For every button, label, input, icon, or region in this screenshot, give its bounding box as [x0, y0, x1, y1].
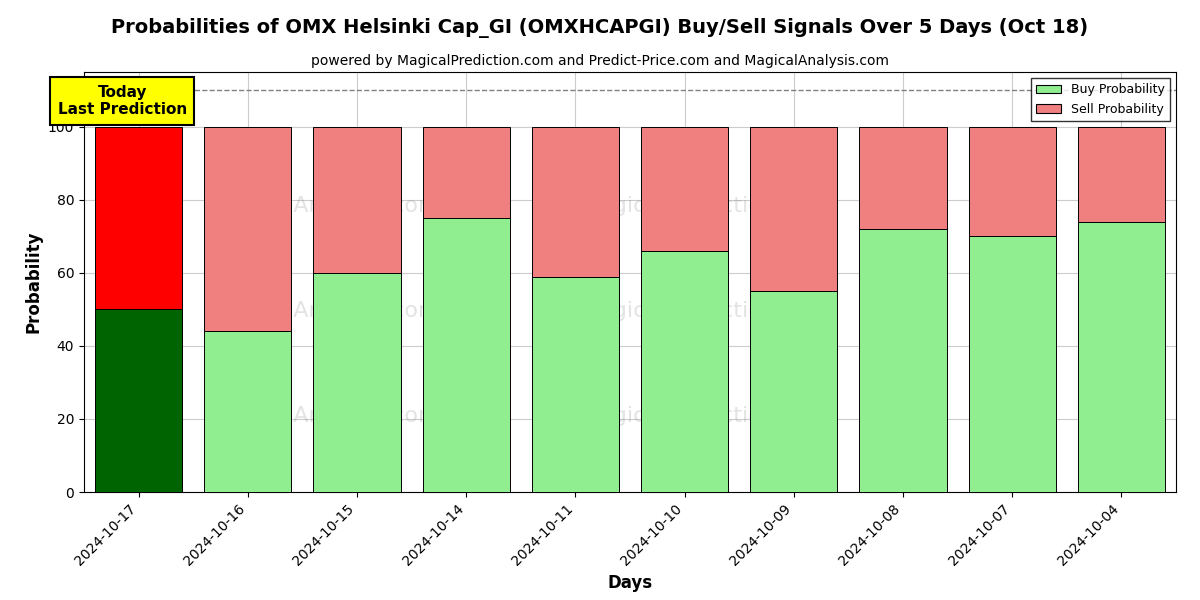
- Bar: [859, 127, 947, 229]
- Text: MagicalAnalysis.com: MagicalAnalysis.com: [209, 406, 440, 427]
- Bar: [95, 310, 182, 492]
- Text: Probabilities of OMX Helsinki Cap_GI (OMXHCAPGI) Buy/Sell Signals Over 5 Days (O: Probabilities of OMX Helsinki Cap_GI (OM…: [112, 18, 1088, 38]
- Bar: [422, 127, 510, 218]
- Bar: [750, 127, 838, 291]
- Bar: [532, 127, 619, 277]
- Text: MagicalAnalysis.com: MagicalAnalysis.com: [209, 196, 440, 217]
- Text: MagicalPrediction.com: MagicalPrediction.com: [581, 406, 832, 427]
- Bar: [95, 127, 182, 310]
- Text: Today
Last Prediction: Today Last Prediction: [58, 85, 187, 118]
- Bar: [204, 127, 292, 331]
- Bar: [750, 291, 838, 492]
- Text: MagicalPrediction.com: MagicalPrediction.com: [581, 301, 832, 322]
- Legend: Buy Probability, Sell Probability: Buy Probability, Sell Probability: [1031, 78, 1170, 121]
- Bar: [641, 251, 728, 492]
- Bar: [313, 273, 401, 492]
- Bar: [204, 331, 292, 492]
- Bar: [1078, 222, 1165, 492]
- Text: MagicalPrediction.com: MagicalPrediction.com: [581, 196, 832, 217]
- Bar: [641, 127, 728, 251]
- Text: MagicalAnalysis.com: MagicalAnalysis.com: [209, 301, 440, 322]
- Bar: [1078, 127, 1165, 222]
- Bar: [532, 277, 619, 492]
- Bar: [968, 236, 1056, 492]
- Bar: [859, 229, 947, 492]
- Bar: [968, 127, 1056, 236]
- Bar: [422, 218, 510, 492]
- Bar: [313, 127, 401, 273]
- Text: powered by MagicalPrediction.com and Predict-Price.com and MagicalAnalysis.com: powered by MagicalPrediction.com and Pre…: [311, 54, 889, 68]
- X-axis label: Days: Days: [607, 574, 653, 592]
- Y-axis label: Probability: Probability: [24, 231, 42, 333]
